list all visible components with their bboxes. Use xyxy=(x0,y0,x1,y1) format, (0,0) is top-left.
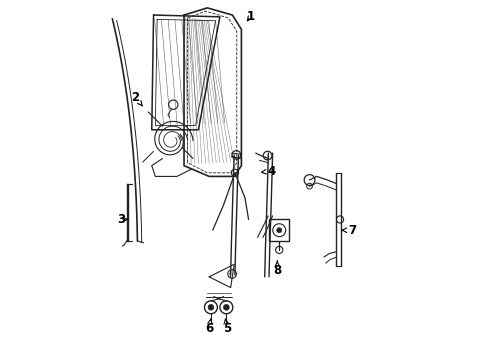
Circle shape xyxy=(277,228,282,233)
Text: 2: 2 xyxy=(131,91,143,106)
Text: 6: 6 xyxy=(205,319,213,335)
Circle shape xyxy=(208,305,214,310)
Text: 1: 1 xyxy=(246,10,254,23)
Text: 4: 4 xyxy=(262,165,276,177)
Circle shape xyxy=(223,305,229,310)
Text: 7: 7 xyxy=(342,224,357,237)
Text: 5: 5 xyxy=(223,319,231,335)
Text: 8: 8 xyxy=(273,261,281,277)
Text: 3: 3 xyxy=(117,213,128,226)
